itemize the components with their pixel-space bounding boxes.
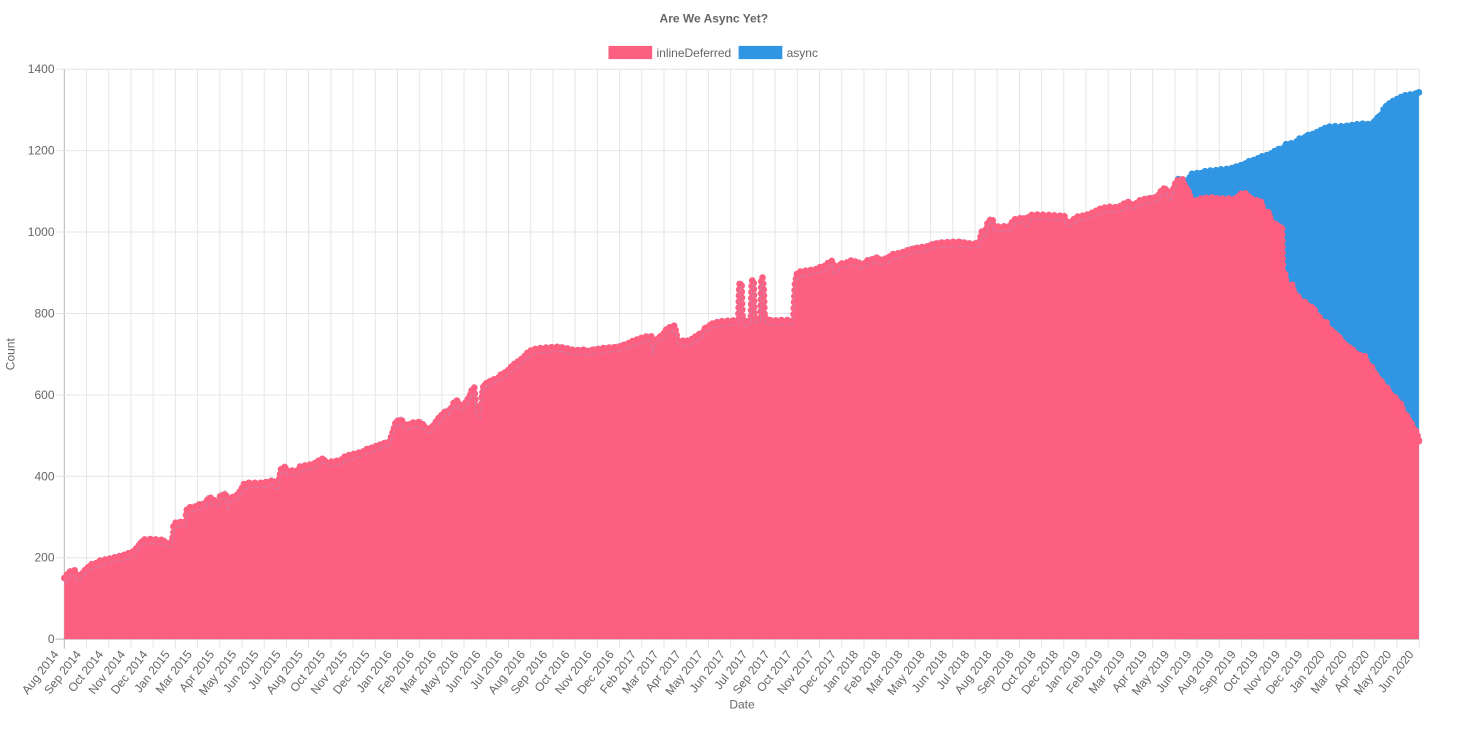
svg-text:Are We Async Yet?: Are We Async Yet?: [660, 11, 769, 25]
svg-text:Date: Date: [729, 698, 755, 712]
svg-text:400: 400: [34, 469, 54, 483]
svg-text:1000: 1000: [28, 225, 55, 239]
svg-text:Count: Count: [4, 338, 18, 371]
svg-text:inlineDeferred: inlineDeferred: [657, 46, 732, 60]
svg-text:1200: 1200: [28, 144, 55, 158]
svg-text:600: 600: [34, 388, 54, 402]
svg-text:200: 200: [34, 551, 54, 565]
svg-text:async: async: [787, 46, 818, 60]
svg-text:1400: 1400: [28, 62, 55, 76]
svg-text:800: 800: [34, 306, 54, 320]
svg-text:0: 0: [48, 632, 55, 646]
